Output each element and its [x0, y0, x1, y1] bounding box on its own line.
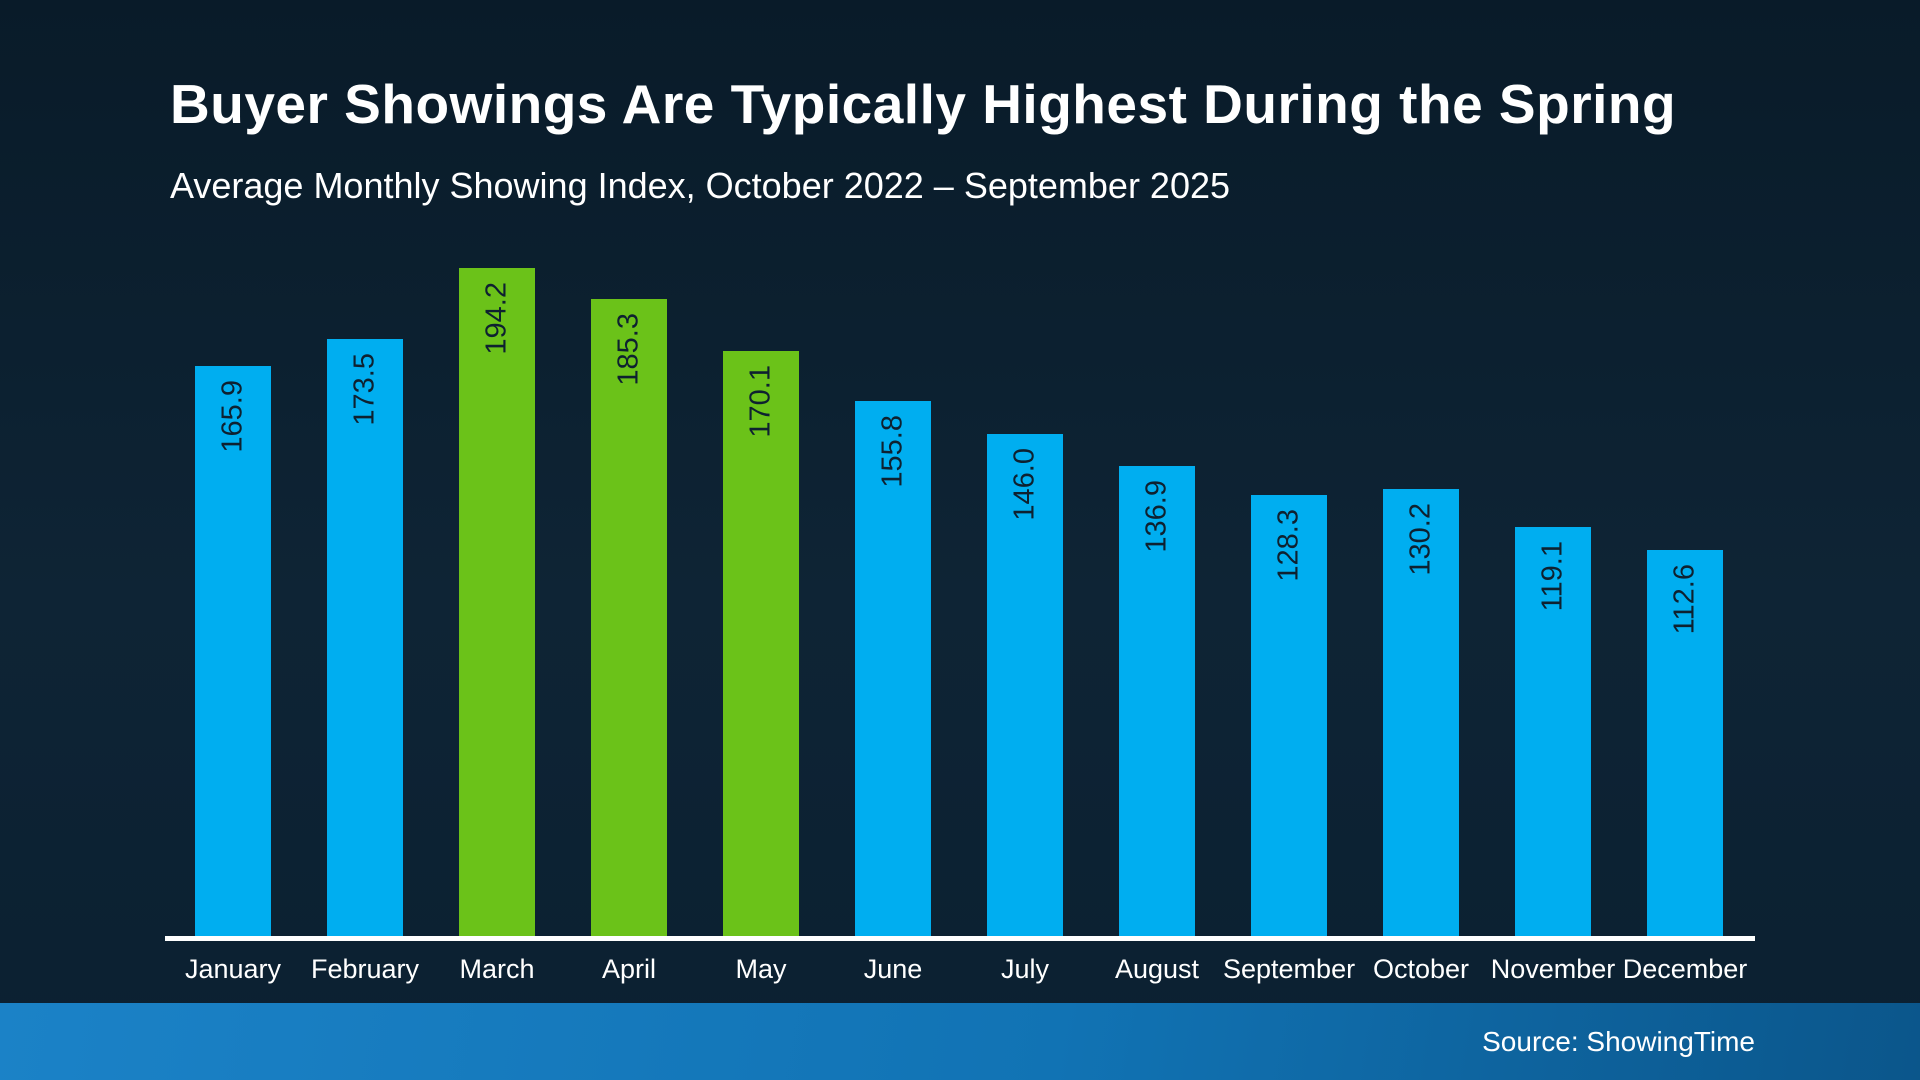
bar-value-september: 128.3: [1272, 509, 1305, 582]
bar-value-june: 155.8: [876, 414, 909, 488]
x-axis-label-january: January: [184, 954, 282, 984]
x-axis-label-august: August: [1114, 954, 1200, 984]
bar-july: 146.0: [987, 434, 1063, 938]
bar-column-may: 170.1: [695, 266, 827, 938]
bar-value-may: 170.1: [744, 365, 777, 438]
bar-march: 194.2: [459, 268, 535, 938]
chart-title: Buyer Showings Are Typically Highest Dur…: [170, 73, 1677, 135]
bar-chart: 165.9 173.5 194.2 185.3 170.1 155.8 146.0 136.9…: [165, 266, 1757, 986]
bar-april: 185.3: [591, 298, 667, 938]
bar-december: 112.6: [1647, 549, 1723, 938]
bar-value-april: 185.3: [612, 312, 645, 386]
bar-column-november: 119.1: [1487, 266, 1619, 938]
bar-column-september: 128.3: [1223, 266, 1355, 938]
bar-value-february: 173.5: [348, 353, 381, 426]
bar-october: 130.2: [1383, 488, 1459, 938]
x-axis-label-july: July: [1000, 954, 1049, 984]
x-axis-label-june: June: [863, 954, 923, 984]
x-axis-label-february: February: [310, 954, 420, 984]
bar-column-april: 185.3: [563, 266, 695, 938]
bar-column-march: 194.2: [431, 266, 563, 938]
x-axis-label-may: May: [735, 954, 787, 984]
bar-value-august: 136.9: [1140, 479, 1173, 553]
bar-may: 170.1: [723, 351, 799, 938]
bar-value-december: 112.6: [1668, 563, 1701, 634]
chart-subtitle: Average Monthly Showing Index, October 2…: [170, 165, 1231, 206]
x-axis-label-april: April: [601, 954, 656, 984]
bar-november: 119.1: [1515, 527, 1591, 938]
x-axis-label-march: March: [459, 954, 535, 984]
x-axis-label-september: September: [1223, 954, 1356, 984]
bar-june: 155.8: [855, 400, 931, 938]
bar-value-january: 165.9: [216, 379, 249, 453]
bar-value-march: 194.2: [480, 282, 513, 355]
bar-column-august: 136.9: [1091, 266, 1223, 938]
x-axis-labels: January February March April May June July Augu…: [167, 954, 1751, 985]
bar-september: 128.3: [1251, 495, 1327, 938]
bar-january: 165.9: [195, 365, 271, 938]
bar-column-july: 146.0: [959, 266, 1091, 938]
bar-column-february: 173.5: [299, 266, 431, 938]
footer-bar: Source: ShowingTime: [0, 1003, 1920, 1080]
bar-value-july: 146.0: [1008, 448, 1041, 521]
x-axis-label-november: November: [1490, 954, 1616, 984]
bar-column-october: 130.2: [1355, 266, 1487, 938]
bar-column-january: 165.9: [167, 266, 299, 938]
x-axis-label-december: December: [1622, 954, 1748, 984]
plot-area: 165.9 173.5 194.2 185.3 170.1 155.8 146.0 136.9…: [167, 266, 1751, 938]
bar-column-june: 155.8: [827, 266, 959, 938]
bar-value-november: 119.1: [1536, 541, 1569, 612]
x-axis-line: [165, 936, 1755, 941]
bar-february: 173.5: [327, 339, 403, 938]
bar-value-october: 130.2: [1404, 502, 1437, 576]
bar-august: 136.9: [1119, 465, 1195, 938]
bar-column-december: 112.6: [1619, 266, 1751, 938]
x-axis-label-october: October: [1372, 954, 1470, 984]
source-label: Source: ShowingTime: [1482, 1025, 1755, 1057]
